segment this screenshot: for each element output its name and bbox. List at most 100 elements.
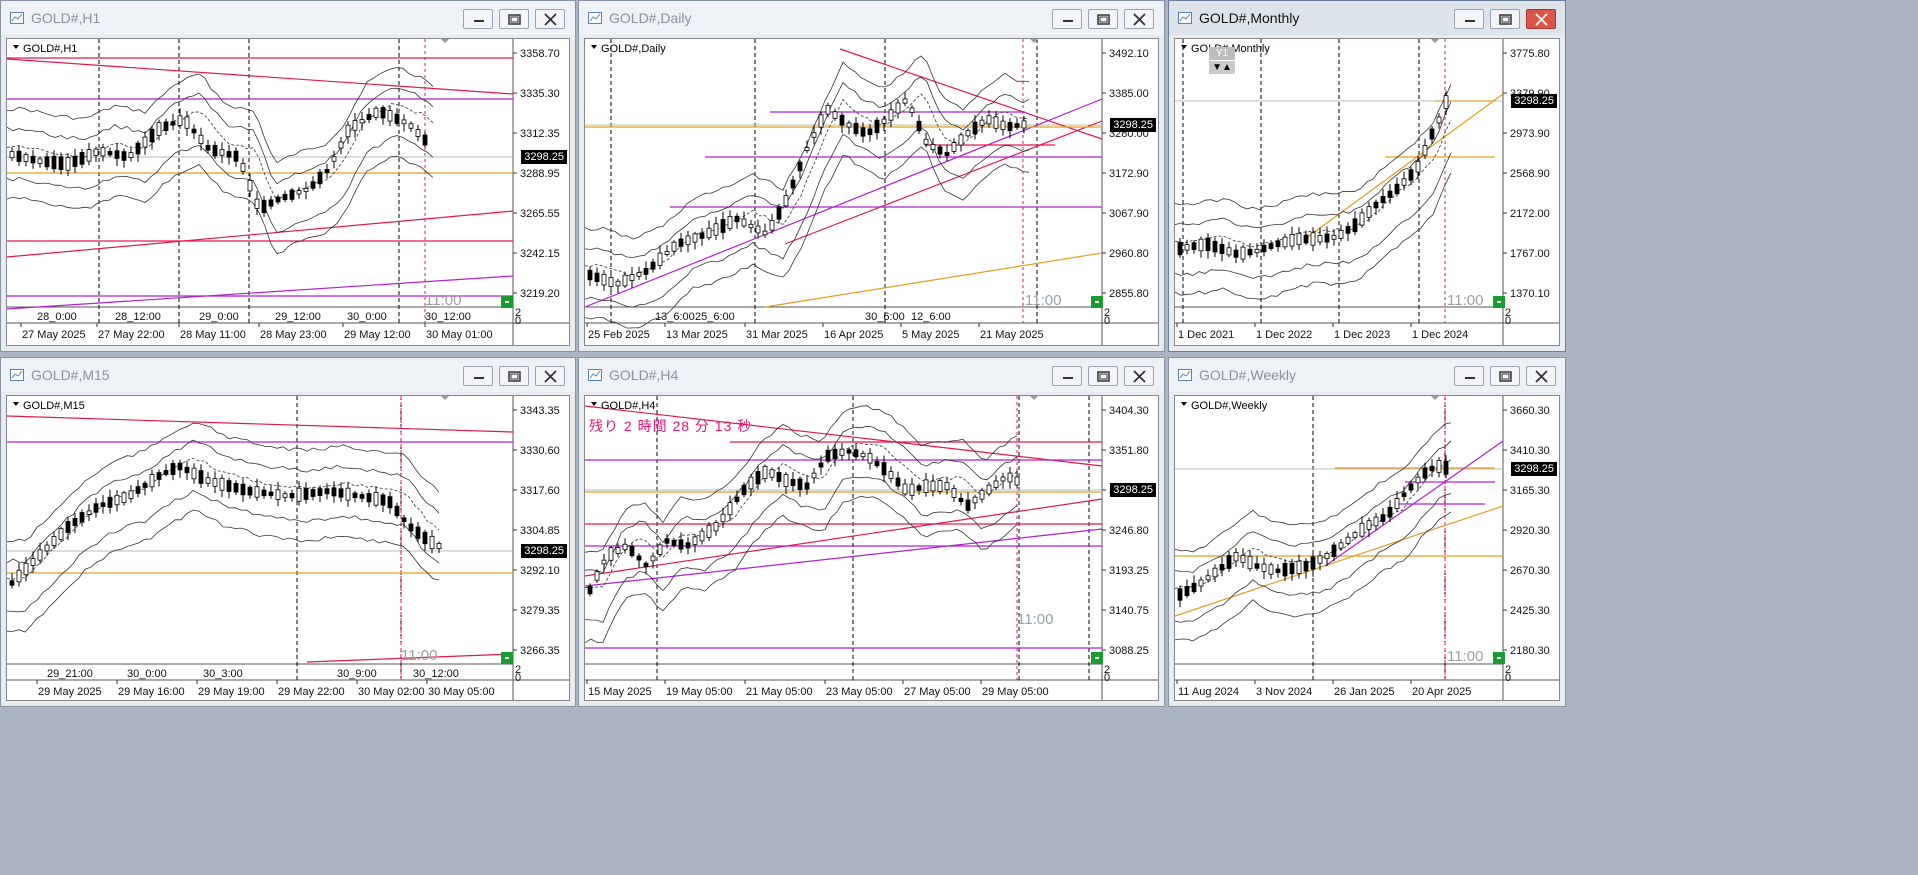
candle-body: [93, 503, 99, 513]
candle-body: [184, 466, 190, 474]
candle-body: [902, 98, 908, 104]
chart-window-m15[interactable]: GOLD#,M15 3343.35 3330.60 3317.60 3304.85 32…: [0, 357, 576, 707]
price-axis-label: 3219.20: [520, 288, 560, 300]
titlebar[interactable]: GOLD#,H4: [579, 358, 1164, 392]
chart-area[interactable]: 3660.30 3410.30 3165.30 2920.30 2670.30 2425.…: [1174, 395, 1560, 701]
candle-body: [1191, 582, 1197, 593]
timeframe-buttons[interactable]: Y1 ▼▲: [1209, 47, 1235, 75]
candle-body: [310, 489, 316, 497]
candle-body: [1212, 240, 1218, 253]
maximize-button[interactable]: [499, 9, 529, 29]
candle-body: [902, 483, 908, 495]
candle-body: [755, 471, 761, 485]
minimize-button[interactable]: [1454, 366, 1484, 386]
close-button[interactable]: [535, 9, 565, 29]
close-button[interactable]: [535, 366, 565, 386]
maximize-button[interactable]: [499, 366, 529, 386]
close-button[interactable]: [1124, 366, 1154, 386]
current-price-label: 3298.25: [1511, 462, 1557, 476]
chart-window-h4[interactable]: GOLD#,H4 3404.30 3351.80 3298.25 3246.80 319…: [578, 357, 1165, 707]
candle-body: [254, 486, 260, 498]
trend-line: [7, 415, 514, 433]
candle-body: [1408, 169, 1414, 181]
date-axis-label: 31 Mar 2025: [746, 329, 808, 341]
bollinger-band: [7, 87, 434, 185]
chart-area[interactable]: 3492.10 3385.00 3280.00 3172.90 3067.90 2960.…: [584, 38, 1159, 346]
chart-window-monthly[interactable]: GOLD#,Monthly 3775.803379.902973.902568.…: [1168, 0, 1566, 352]
close-button[interactable]: [1526, 9, 1556, 29]
candle-body: [394, 113, 400, 124]
titlebar[interactable]: GOLD#,Monthly: [1169, 1, 1565, 35]
minimize-button[interactable]: [463, 366, 493, 386]
candle-body: [727, 216, 733, 229]
candle-body: [1000, 476, 1006, 482]
session-label: 29_12:00: [275, 311, 321, 323]
minimize-button[interactable]: [1052, 366, 1082, 386]
candle-body: [1443, 95, 1449, 109]
indicator-toggle-button[interactable]: [501, 652, 513, 664]
maximize-button[interactable]: [1490, 366, 1520, 386]
titlebar[interactable]: GOLD#,Weekly: [1169, 358, 1565, 392]
titlebar[interactable]: GOLD#,M15: [1, 358, 575, 392]
chart-area[interactable]: 3775.803379.902973.902568.902172.001767.…: [1174, 38, 1560, 346]
session-label: 30_0:00: [347, 311, 387, 323]
scroll-buttons[interactable]: ▼▲: [1209, 61, 1235, 74]
candle-body: [51, 155, 57, 170]
indicator-axis-label: 2: [1104, 664, 1110, 676]
chart-area[interactable]: 3358.70 3335.30 3312.35 3288.95 3265.55 3242.…: [6, 38, 570, 346]
candle-body: [9, 580, 15, 586]
date-axis-label: 16 Apr 2025: [824, 329, 883, 341]
candle-body: [1401, 178, 1407, 186]
indicator-toggle-button[interactable]: [501, 296, 513, 308]
price-axis-label: 2855.80: [1109, 288, 1149, 300]
candle-body: [1261, 244, 1267, 253]
candle-body: [587, 269, 593, 281]
chart-window-h1[interactable]: GOLD#,H1 3358.70 3335.30 3312.35 3288.95 326…: [0, 0, 576, 352]
indicator-toggle-button[interactable]: [1493, 652, 1505, 664]
candle-body: [142, 136, 148, 148]
candle-body: [790, 179, 796, 189]
maximize-button[interactable]: [1490, 9, 1520, 29]
candle-body: [268, 199, 274, 207]
indicator-axis-label: 0: [1104, 315, 1110, 327]
minimize-button[interactable]: [1052, 9, 1082, 29]
candle-body: [748, 223, 754, 229]
chart-window-weekly[interactable]: GOLD#,Weekly 3660.30 3410.30 3165.30 2920.3…: [1168, 357, 1566, 707]
candle-body: [1401, 492, 1407, 497]
date-axis-label: 20 Apr 2025: [1412, 686, 1471, 698]
chart-area[interactable]: 3343.35 3330.60 3317.60 3304.85 3292.10 3279.…: [6, 395, 570, 701]
minimize-button[interactable]: [1454, 9, 1484, 29]
candle-body: [1240, 246, 1246, 260]
candle-body: [1317, 555, 1323, 564]
date-axis-label: 21 May 2025: [980, 329, 1044, 341]
price-axis-label: 3172.90: [1109, 168, 1149, 180]
candle-body: [233, 483, 239, 493]
candle-body: [366, 493, 372, 503]
close-button[interactable]: [1124, 9, 1154, 29]
indicator-toggle-button[interactable]: [1091, 652, 1103, 664]
titlebar[interactable]: GOLD#,Daily: [579, 1, 1164, 35]
candle-body: [1261, 563, 1267, 572]
chart-area[interactable]: 3404.30 3351.80 3298.25 3246.80 3193.25 3140.…: [584, 395, 1159, 701]
chart-window-daily[interactable]: GOLD#,Daily 3492.10 3385.00 3280.00 3172.90…: [578, 0, 1165, 352]
titlebar[interactable]: GOLD#,H1: [1, 1, 575, 35]
candle-body: [72, 517, 78, 527]
candle-body: [359, 494, 365, 499]
window-title: GOLD#,M15: [31, 367, 110, 383]
candle-body: [664, 538, 670, 544]
candle-body: [429, 535, 435, 550]
close-button[interactable]: [1526, 366, 1556, 386]
candle-body: [650, 261, 656, 270]
price-axis-label: 3140.75: [1109, 605, 1149, 617]
indicator-toggle-button[interactable]: [1493, 296, 1505, 308]
minimize-button[interactable]: [463, 9, 493, 29]
candle-body: [797, 161, 803, 172]
date-axis-label: 29 May 22:00: [278, 686, 345, 698]
indicator-toggle-button[interactable]: [1091, 296, 1103, 308]
trend-line: [585, 498, 1103, 577]
candle-timer-label: 残り 2 時間 28 分 13 秒: [589, 418, 753, 434]
candle-body: [380, 107, 386, 119]
maximize-button[interactable]: [1088, 366, 1118, 386]
candle-body: [1289, 234, 1295, 247]
maximize-button[interactable]: [1088, 9, 1118, 29]
